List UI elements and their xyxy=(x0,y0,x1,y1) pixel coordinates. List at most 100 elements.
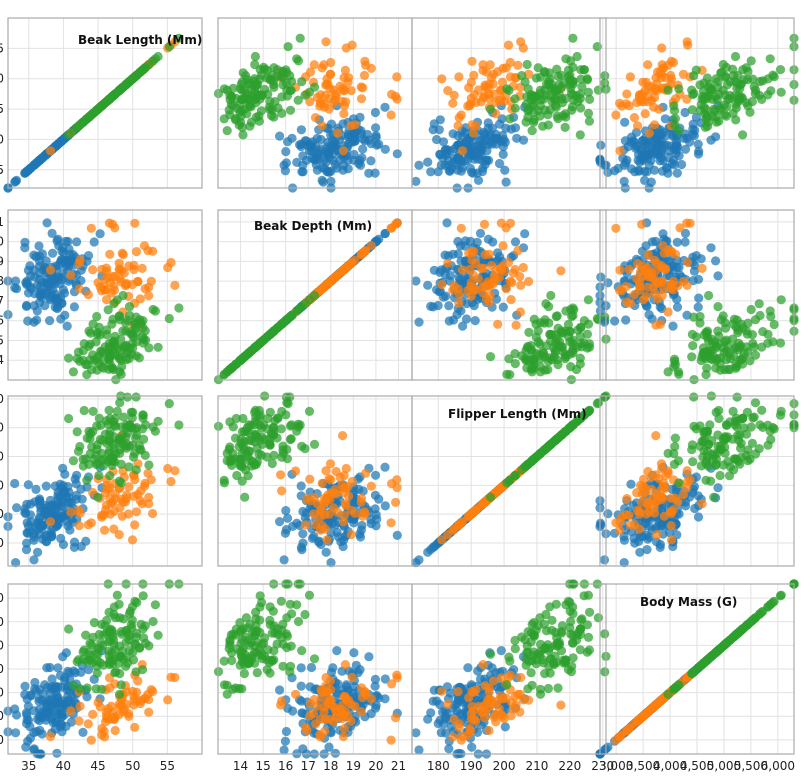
point-chinstrap xyxy=(486,260,497,271)
point-adelie xyxy=(48,500,58,510)
point-gentoo xyxy=(576,323,586,333)
point-adelie xyxy=(45,295,56,305)
point-gentoo xyxy=(105,624,115,634)
point-gentoo xyxy=(114,311,124,322)
point-gentoo xyxy=(738,130,748,140)
point-gentoo xyxy=(285,599,295,609)
point-gentoo xyxy=(237,427,247,437)
point-adelie xyxy=(680,129,691,139)
point-gentoo xyxy=(544,302,554,312)
point-adelie xyxy=(475,228,486,238)
point-adelie xyxy=(50,706,60,716)
point-adelie xyxy=(498,130,508,141)
point-gentoo xyxy=(64,130,74,140)
point-adelie xyxy=(668,265,678,275)
point-gentoo xyxy=(766,86,776,96)
point-adelie xyxy=(296,681,306,691)
point-chinstrap xyxy=(366,694,376,704)
point-adelie xyxy=(371,510,381,520)
point-adelie xyxy=(46,714,56,724)
point-gentoo xyxy=(729,351,739,361)
point-adelie xyxy=(635,547,645,557)
point-adelie xyxy=(693,512,704,522)
point-chinstrap xyxy=(339,109,349,119)
point-gentoo xyxy=(691,424,701,434)
point-gentoo xyxy=(135,315,145,325)
point-gentoo xyxy=(219,114,229,124)
point-gentoo xyxy=(119,412,129,422)
point-chinstrap xyxy=(643,250,653,260)
point-chinstrap xyxy=(320,510,330,520)
point-adelie xyxy=(66,254,77,264)
point-chinstrap xyxy=(360,56,370,66)
point-adelie xyxy=(371,123,381,133)
point-chinstrap xyxy=(621,99,631,109)
point-chinstrap xyxy=(611,110,621,120)
point-adelie xyxy=(372,140,382,150)
point-gentoo xyxy=(750,89,761,99)
point-chinstrap xyxy=(464,83,474,93)
point-adelie xyxy=(66,717,77,727)
point-adelie xyxy=(23,316,33,326)
point-gentoo xyxy=(89,618,99,628)
point-adelie xyxy=(65,525,75,535)
point-gentoo xyxy=(272,413,283,423)
point-chinstrap xyxy=(491,97,501,108)
point-gentoo xyxy=(600,78,610,88)
point-adelie xyxy=(41,481,51,491)
point-gentoo xyxy=(544,68,555,78)
point-gentoo xyxy=(114,434,124,445)
point-adelie xyxy=(510,123,521,133)
point-chinstrap xyxy=(629,290,640,300)
point-gentoo xyxy=(551,434,561,445)
point-adelie xyxy=(494,158,505,169)
point-gentoo xyxy=(228,422,238,432)
point-gentoo xyxy=(219,475,229,485)
point-adelie xyxy=(621,315,631,325)
point-gentoo xyxy=(565,79,575,90)
point-adelie xyxy=(690,503,700,514)
point-chinstrap xyxy=(93,697,103,708)
point-chinstrap xyxy=(166,476,176,487)
point-adelie xyxy=(69,666,79,676)
point-chinstrap xyxy=(513,60,523,70)
point-chinstrap xyxy=(448,285,458,295)
point-adelie xyxy=(713,483,723,493)
point-chinstrap xyxy=(310,113,321,123)
point-adelie xyxy=(53,487,63,497)
point-chinstrap xyxy=(325,69,335,79)
point-adelie xyxy=(677,159,687,170)
point-adelie xyxy=(10,177,20,187)
point-chinstrap xyxy=(637,497,647,507)
point-gentoo xyxy=(243,658,254,668)
point-gentoo xyxy=(116,680,126,690)
point-chinstrap xyxy=(338,517,348,527)
point-chinstrap xyxy=(516,280,526,290)
point-adelie xyxy=(638,136,648,146)
point-gentoo xyxy=(716,353,726,363)
point-chinstrap xyxy=(443,258,453,268)
point-adelie xyxy=(596,520,606,530)
point-adelie xyxy=(34,496,45,506)
point-chinstrap xyxy=(346,121,356,131)
point-gentoo xyxy=(237,652,247,662)
point-gentoo xyxy=(144,641,154,651)
point-adelie xyxy=(364,652,374,662)
point-gentoo xyxy=(745,356,755,366)
point-gentoo xyxy=(572,51,582,62)
point-chinstrap xyxy=(328,97,339,108)
point-chinstrap xyxy=(466,281,476,292)
point-gentoo xyxy=(300,90,310,100)
point-gentoo xyxy=(272,639,282,649)
point-gentoo xyxy=(174,420,184,430)
point-adelie xyxy=(36,287,46,297)
point-chinstrap xyxy=(454,298,464,308)
point-chinstrap xyxy=(291,466,301,476)
point-gentoo xyxy=(121,661,131,671)
point-chinstrap xyxy=(651,431,661,441)
point-adelie xyxy=(78,727,88,738)
point-chinstrap xyxy=(467,56,477,66)
point-gentoo xyxy=(709,492,719,502)
point-gentoo xyxy=(510,359,520,369)
point-adelie xyxy=(457,163,467,173)
